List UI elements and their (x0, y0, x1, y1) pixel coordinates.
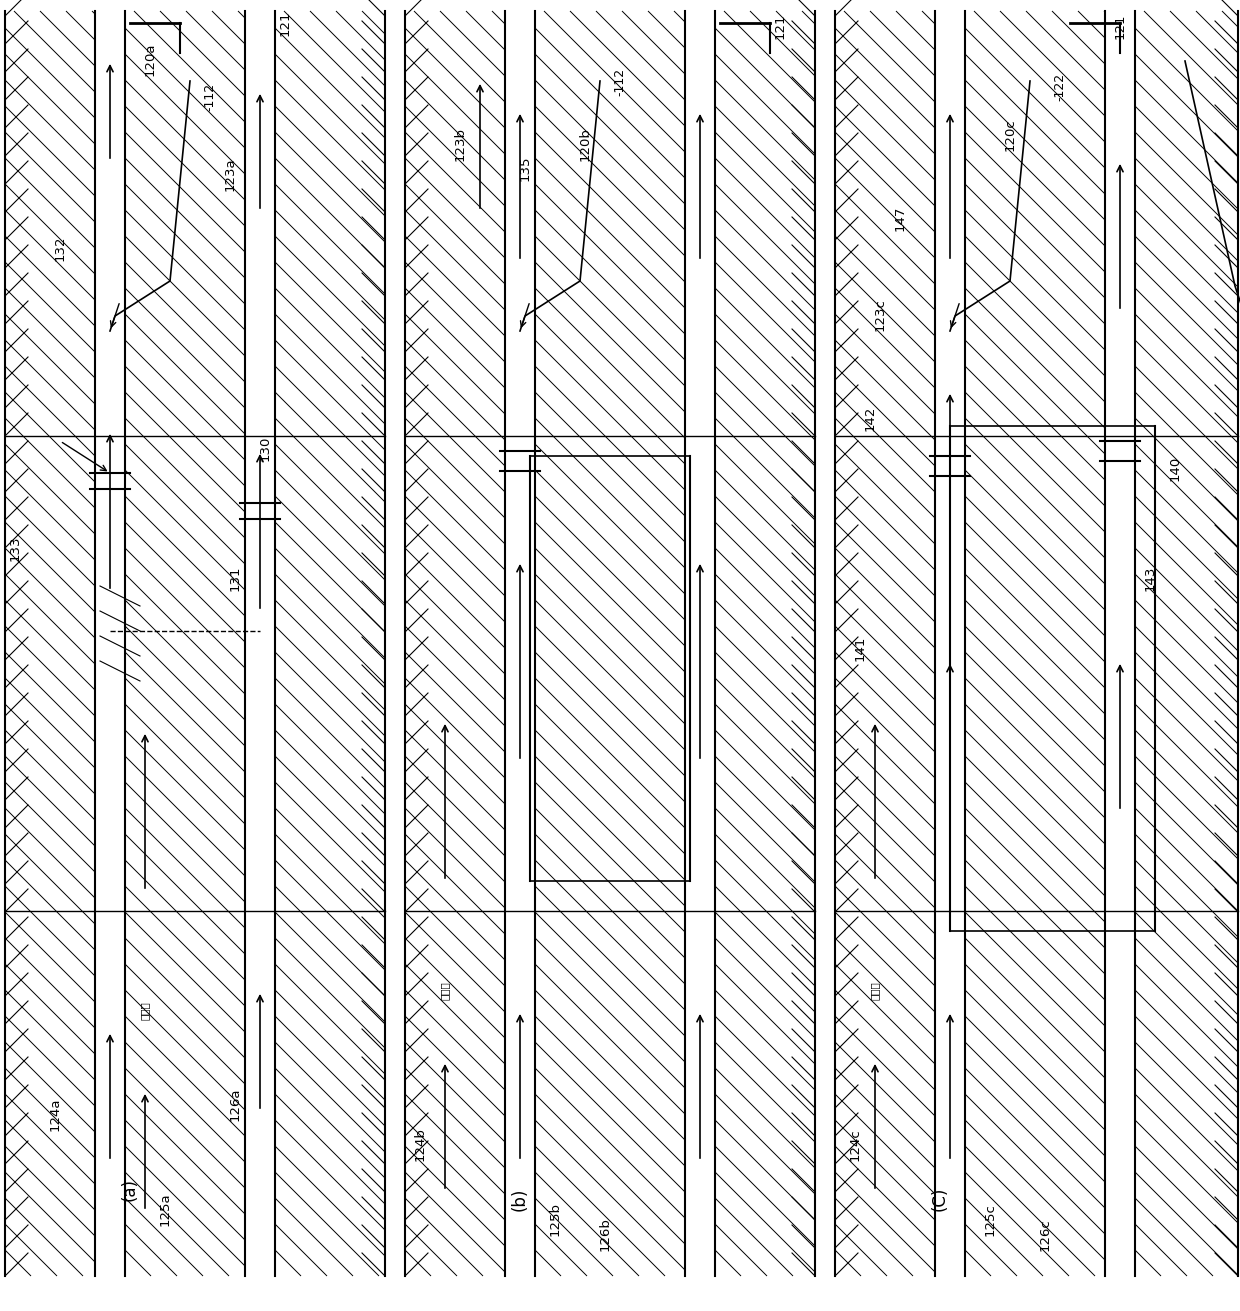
Text: 124b: 124b (413, 1127, 427, 1162)
Text: 氧化剂: 氧化剂 (440, 982, 450, 1000)
Text: 126c: 126c (1039, 1218, 1052, 1251)
Text: 123c: 123c (873, 298, 887, 330)
Text: 121: 121 (774, 13, 786, 39)
Text: 121: 121 (279, 10, 291, 35)
Text: 131: 131 (228, 565, 242, 591)
Text: 147: 147 (894, 206, 906, 231)
Text: 氧化剂: 氧化剂 (870, 982, 880, 1000)
Text: 143: 143 (1143, 565, 1157, 591)
Text: 氧化剂: 氧化剂 (140, 1002, 150, 1020)
Text: -122: -122 (1054, 73, 1066, 101)
Text: 141: 141 (853, 636, 867, 661)
Text: (a): (a) (122, 1179, 139, 1201)
Text: 121: 121 (1114, 13, 1126, 39)
Text: (C): (C) (931, 1186, 949, 1211)
Text: 125b: 125b (548, 1202, 562, 1236)
Text: 126a: 126a (228, 1088, 242, 1121)
Text: -112: -112 (203, 83, 217, 111)
Text: 124a: 124a (48, 1097, 62, 1131)
Text: 125a: 125a (159, 1193, 171, 1226)
Text: 125c: 125c (983, 1203, 997, 1236)
Text: 120a: 120a (144, 42, 156, 76)
Text: 140: 140 (1168, 456, 1182, 481)
Text: 123b: 123b (454, 127, 466, 161)
Text: 133: 133 (9, 535, 21, 561)
Text: 132: 132 (53, 236, 67, 261)
Text: 135: 135 (518, 156, 532, 181)
Text: 120c: 120c (1003, 118, 1017, 151)
Text: 142: 142 (863, 405, 877, 431)
Text: (b): (b) (511, 1188, 529, 1211)
Text: -112: -112 (614, 68, 626, 96)
Text: 124c: 124c (848, 1129, 862, 1162)
Text: 123a: 123a (223, 157, 237, 191)
Text: 126b: 126b (599, 1217, 611, 1251)
Text: 120b: 120b (579, 127, 591, 161)
Text: 130: 130 (258, 435, 272, 461)
